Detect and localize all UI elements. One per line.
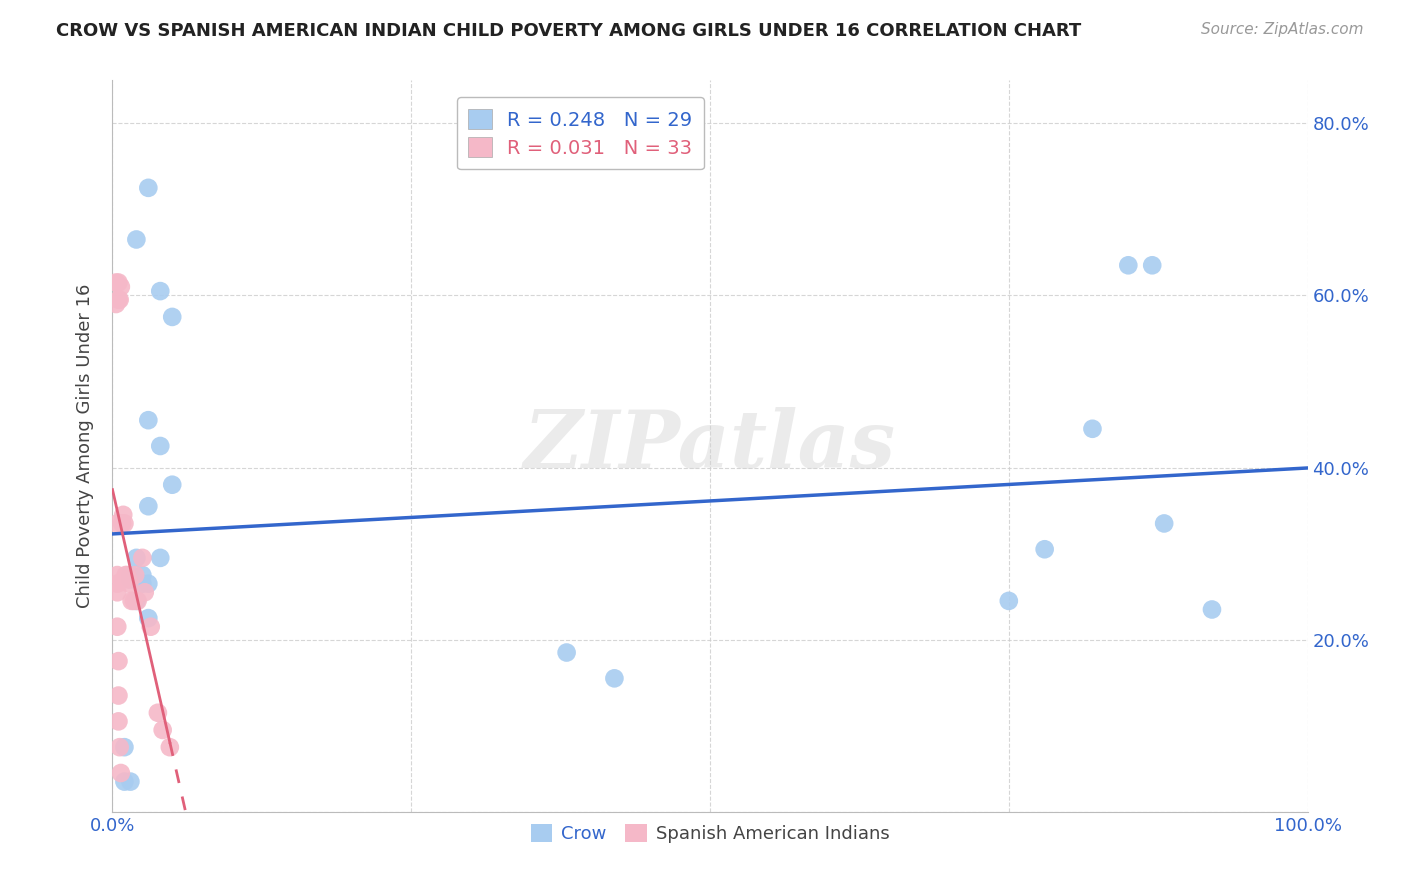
- Point: [1153, 516, 1175, 531]
- Point: [138, 500, 160, 514]
- Point: [1118, 258, 1140, 272]
- Point: [120, 573, 142, 587]
- Point: [121, 594, 143, 608]
- Point: [1142, 258, 1164, 272]
- Point: [127, 594, 149, 608]
- Point: [105, 585, 128, 599]
- Y-axis label: Child Poverty Among Girls Under 16: Child Poverty Among Girls Under 16: [76, 284, 94, 608]
- Point: [998, 594, 1021, 608]
- Point: [114, 740, 135, 755]
- Point: [108, 293, 131, 307]
- Point: [162, 310, 183, 324]
- Text: Source: ZipAtlas.com: Source: ZipAtlas.com: [1201, 22, 1364, 37]
- Point: [131, 550, 153, 565]
- Point: [118, 576, 141, 591]
- Point: [108, 740, 131, 755]
- Point: [125, 594, 148, 608]
- Point: [134, 585, 156, 599]
- Point: [138, 413, 160, 427]
- Point: [1033, 542, 1056, 557]
- Point: [105, 568, 128, 582]
- Point: [138, 576, 160, 591]
- Point: [117, 573, 139, 587]
- Point: [146, 706, 169, 720]
- Point: [138, 611, 160, 625]
- Point: [139, 620, 162, 634]
- Point: [131, 568, 153, 582]
- Point: [120, 568, 142, 582]
- Point: [112, 508, 135, 522]
- Point: [138, 181, 160, 195]
- Point: [107, 654, 129, 668]
- Point: [105, 576, 128, 591]
- Point: [149, 284, 172, 298]
- Point: [159, 740, 181, 755]
- Point: [107, 689, 129, 703]
- Point: [110, 766, 132, 780]
- Point: [107, 276, 129, 290]
- Point: [122, 594, 145, 608]
- Point: [105, 620, 128, 634]
- Text: ZIPatlas: ZIPatlas: [524, 408, 896, 484]
- Point: [120, 774, 142, 789]
- Point: [162, 477, 183, 491]
- Point: [125, 550, 148, 565]
- Point: [149, 550, 172, 565]
- Text: CROW VS SPANISH AMERICAN INDIAN CHILD POVERTY AMONG GIRLS UNDER 16 CORRELATION C: CROW VS SPANISH AMERICAN INDIAN CHILD PO…: [56, 22, 1081, 40]
- Point: [111, 516, 134, 531]
- Legend: Crow, Spanish American Indians: Crow, Spanish American Indians: [523, 816, 897, 850]
- Point: [555, 646, 578, 660]
- Point: [152, 723, 174, 737]
- Point: [125, 232, 148, 246]
- Point: [603, 671, 626, 685]
- Point: [114, 516, 135, 531]
- Point: [115, 568, 138, 582]
- Point: [105, 297, 128, 311]
- Point: [107, 293, 129, 307]
- Point: [1081, 422, 1104, 436]
- Point: [149, 439, 172, 453]
- Point: [114, 774, 135, 789]
- Point: [110, 280, 132, 294]
- Point: [107, 714, 129, 729]
- Point: [131, 576, 153, 591]
- Point: [105, 516, 128, 531]
- Point: [124, 568, 146, 582]
- Point: [1201, 602, 1223, 616]
- Point: [114, 568, 136, 582]
- Point: [105, 276, 128, 290]
